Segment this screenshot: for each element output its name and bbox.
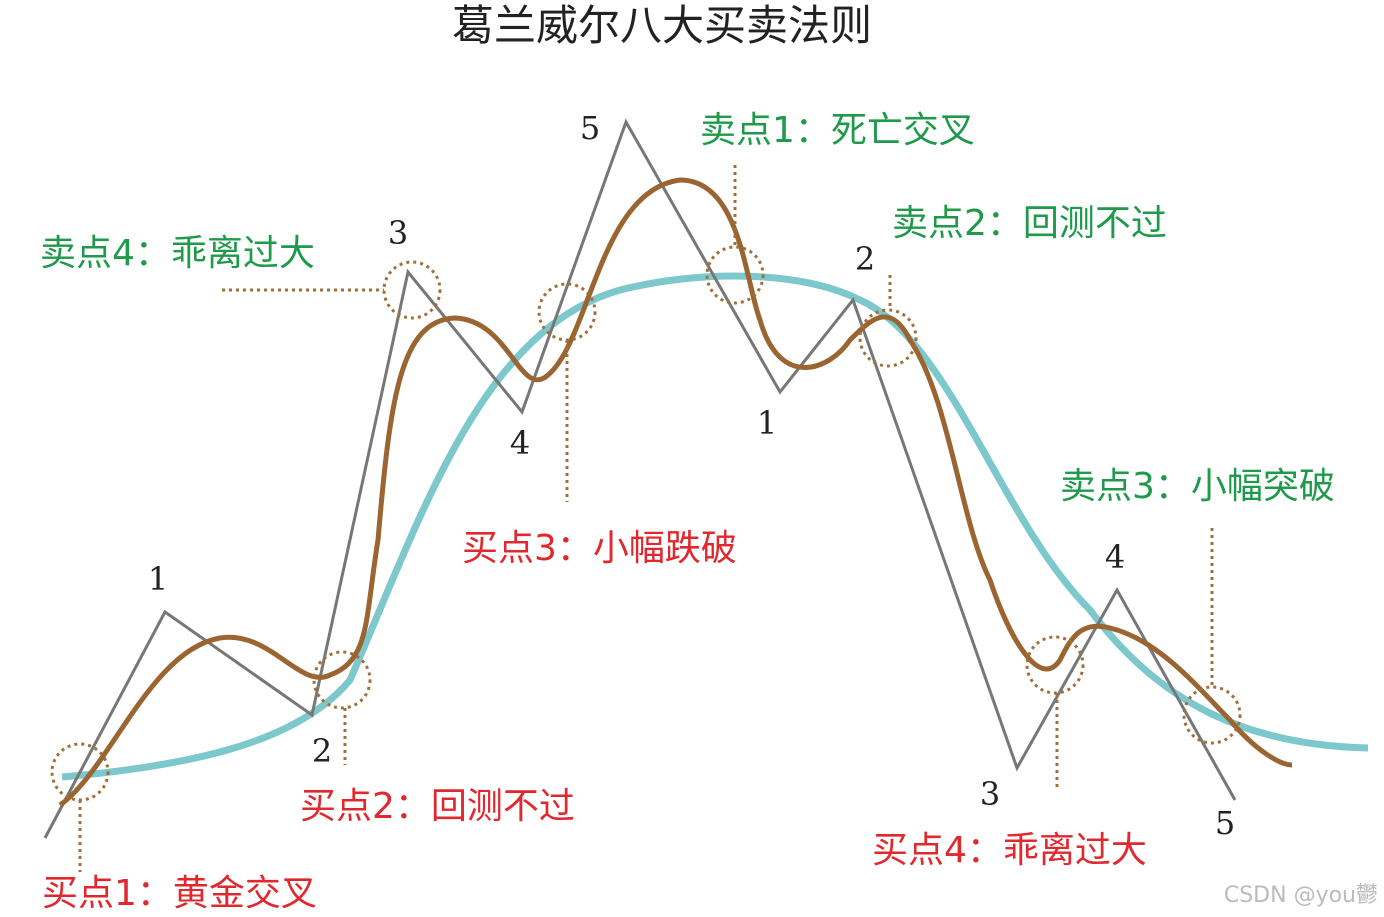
wave-number: 3 [388,214,408,252]
wave-number: 2 [855,240,875,278]
wave-number: 1 [757,404,777,442]
markers [50,165,1242,872]
sell-label: 卖点4：乖离过大 [40,233,315,274]
wave-number: 2 [312,732,332,770]
sell-label: 卖点1：死亡交叉 [700,110,975,151]
price-line [43,118,1237,839]
wave-number: 4 [1105,538,1125,576]
sell-label: 卖点2：回测不过 [892,203,1167,244]
wave-number: 4 [510,424,530,462]
buy-label: 买点1：黄金交叉 [42,873,317,914]
short-ma [58,177,1293,808]
wave-number: 5 [1215,804,1235,842]
long-ma [61,272,1369,781]
wave-number: 1 [148,560,168,598]
sell-label: 卖点3：小幅突破 [1060,466,1335,507]
watermark: CSDN @you鬱 [1224,883,1378,908]
wave-number: 5 [580,109,600,147]
buy-label: 买点4：乖离过大 [872,830,1147,871]
title: 葛兰威尔八大买卖法则 [452,1,872,50]
buy-label: 买点2：回测不过 [300,786,575,827]
wave-number: 3 [980,775,1000,813]
buy-label: 买点3：小幅跌破 [462,528,737,569]
